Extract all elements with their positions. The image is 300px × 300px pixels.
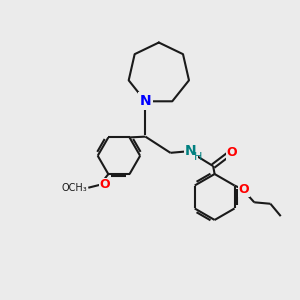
- Text: H: H: [194, 152, 202, 162]
- Text: OCH₃: OCH₃: [61, 183, 87, 193]
- Text: O: O: [99, 178, 110, 191]
- Text: N: N: [140, 94, 151, 108]
- Text: O: O: [238, 183, 249, 196]
- Text: O: O: [226, 146, 237, 159]
- Text: N: N: [185, 144, 197, 158]
